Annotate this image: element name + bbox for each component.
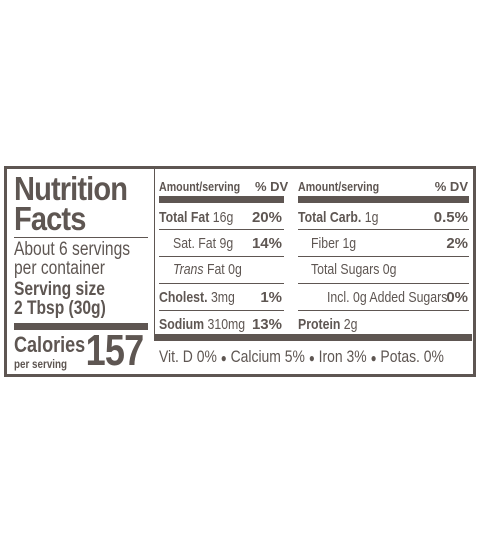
divider (14, 237, 148, 238)
right-header-dv: % DV (434, 179, 468, 194)
calories-label: Calories (14, 332, 86, 357)
right-header-rule (298, 196, 469, 203)
added-sugars-row: Incl. 0g Added Sugars (327, 289, 448, 306)
total-carb-dv: 0.5% (433, 209, 468, 226)
vitamins-minerals-line: Vit. D 0% ● Calcium 5% ● Iron 3% ● Potas… (159, 348, 444, 367)
iron: Iron 3% (318, 347, 367, 366)
trans-fat-row: Trans Fat 0g (173, 261, 242, 278)
row-rule (159, 283, 284, 284)
serving-size-value: 2 Tbsp (30g) (14, 298, 106, 319)
row-rule (159, 229, 284, 230)
calories-value: 157 (85, 326, 144, 375)
protein-row: Protein 2g (298, 316, 358, 333)
left-header-amount: Amount/serving (159, 179, 241, 194)
title-line-1: Nutrition (14, 170, 128, 207)
footer-rule (154, 334, 472, 341)
sodium-dv: 13% (251, 316, 282, 333)
row-rule (298, 310, 469, 311)
right-header-amount: Amount/serving (298, 179, 380, 194)
sat-fat-dv: 14% (251, 235, 282, 252)
left-header-rule (159, 196, 284, 203)
nutrition-facts-panel: Nutrition Facts About 6 servings per con… (4, 166, 476, 377)
serving-size-label: Serving size (14, 279, 105, 300)
sodium-row: Sodium 310mg (159, 316, 246, 333)
total-carb-row: Total Carb. 1g (298, 209, 379, 226)
row-rule (298, 283, 469, 284)
vitamin-d: Vit. D 0% (159, 347, 217, 366)
left-header-dv: % DV (255, 179, 289, 194)
row-rule (298, 256, 469, 257)
bullet-separator: ● (370, 351, 377, 365)
cholest-dv: 1% (260, 289, 282, 306)
cholest-row: Cholest. 3mg (159, 289, 235, 306)
added-sugars-dv: 0% (446, 289, 468, 306)
row-rule (159, 310, 284, 311)
sat-fat-row: Sat. Fat 9g (173, 235, 234, 252)
row-rule (159, 256, 284, 257)
total-fat-dv: 20% (251, 209, 282, 226)
total-sugars-row: Total Sugars 0g (311, 261, 397, 278)
thick-divider (14, 323, 148, 330)
servings-line-2: per container (14, 258, 105, 279)
fiber-row: Fiber 1g (311, 235, 357, 252)
bullet-separator: ● (220, 351, 227, 365)
row-rule (298, 229, 469, 230)
vertical-divider (154, 169, 155, 334)
calories-sub: per serving (14, 357, 68, 371)
calcium: Calcium 5% (230, 347, 305, 366)
fiber-dv: 2% (446, 235, 468, 252)
bullet-separator: ● (308, 351, 315, 365)
servings-line-1: About 6 servings (14, 239, 131, 260)
potassium: Potas. 0% (380, 347, 444, 366)
title-line-2: Facts (14, 200, 86, 237)
total-fat-row: Total Fat 16g (159, 209, 234, 226)
